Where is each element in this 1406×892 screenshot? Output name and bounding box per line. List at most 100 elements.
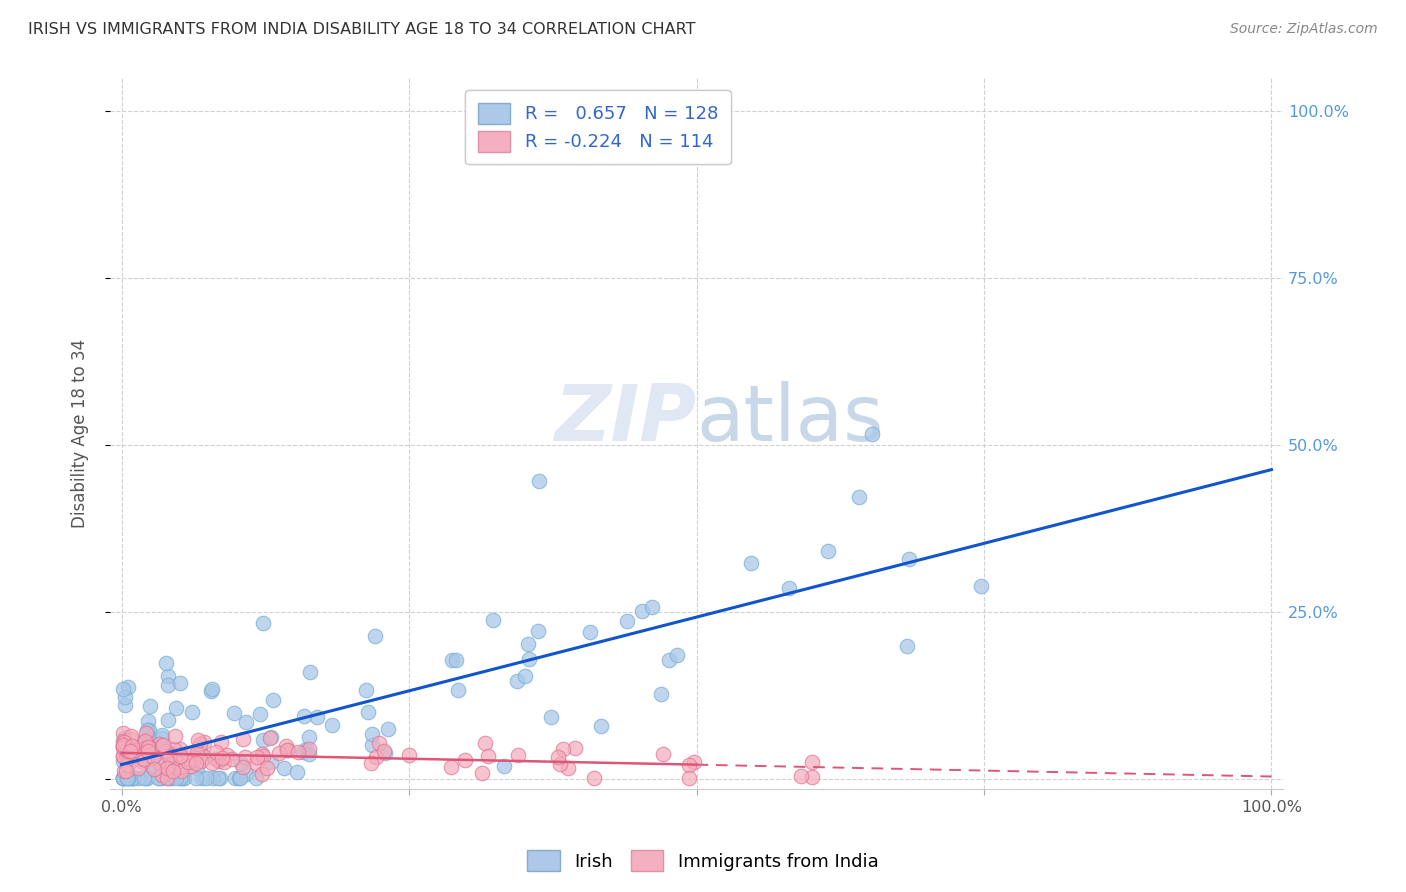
- Point: [149, 758, 172, 772]
- Point: [277, 742, 299, 756]
- Point: [267, 746, 290, 760]
- Point: [292, 745, 315, 759]
- Point: [165, 701, 187, 715]
- Point: [121, 741, 143, 756]
- Point: [259, 731, 281, 745]
- Point: [155, 656, 177, 670]
- Point: [800, 756, 823, 770]
- Point: [245, 756, 267, 770]
- Point: [209, 735, 232, 749]
- Point: [361, 727, 384, 741]
- Point: [112, 764, 135, 779]
- Point: [118, 740, 141, 755]
- Point: [136, 740, 159, 755]
- Point: [111, 772, 134, 786]
- Point: [224, 706, 246, 720]
- Point: [111, 772, 134, 786]
- Point: [165, 772, 187, 786]
- Point: [641, 599, 664, 614]
- Point: [367, 736, 389, 750]
- Point: [260, 731, 283, 745]
- Point: [121, 743, 143, 757]
- Point: [678, 758, 700, 772]
- Point: [778, 581, 800, 595]
- Point: [120, 729, 142, 743]
- Point: [195, 772, 218, 786]
- Point: [156, 772, 179, 786]
- Point: [115, 772, 138, 786]
- Point: [354, 682, 377, 697]
- Point: [169, 676, 191, 690]
- Point: [157, 669, 180, 683]
- Point: [117, 743, 139, 757]
- Point: [800, 770, 823, 784]
- Point: [143, 732, 166, 747]
- Point: [229, 772, 252, 786]
- Point: [131, 742, 153, 756]
- Point: [170, 759, 193, 773]
- Point: [969, 578, 991, 592]
- Point: [115, 744, 138, 758]
- Point: [897, 552, 920, 566]
- Point: [122, 772, 145, 786]
- Point: [184, 751, 207, 765]
- Point: [162, 764, 184, 779]
- Point: [180, 759, 202, 773]
- Point: [294, 741, 316, 756]
- Point: [132, 734, 155, 748]
- Text: atlas: atlas: [696, 381, 884, 457]
- Point: [186, 746, 208, 760]
- Point: [150, 768, 173, 782]
- Point: [170, 772, 193, 786]
- Y-axis label: Disability Age 18 to 34: Disability Age 18 to 34: [72, 339, 89, 528]
- Point: [157, 748, 180, 763]
- Point: [176, 747, 198, 761]
- Point: [173, 772, 195, 786]
- Point: [136, 744, 159, 758]
- Point: [527, 474, 550, 488]
- Point: [398, 747, 420, 762]
- Point: [252, 732, 274, 747]
- Point: [112, 772, 135, 786]
- Point: [156, 772, 179, 786]
- Point: [245, 772, 267, 786]
- Point: [860, 427, 883, 442]
- Point: [152, 738, 174, 752]
- Point: [131, 755, 153, 769]
- Point: [188, 737, 211, 751]
- Text: IRISH VS IMMIGRANTS FROM INDIA DISABILITY AGE 18 TO 34 CORRELATION CHART: IRISH VS IMMIGRANTS FROM INDIA DISABILIT…: [28, 22, 696, 37]
- Point: [112, 731, 135, 745]
- Point: [252, 615, 274, 630]
- Point: [170, 764, 193, 778]
- Point: [246, 750, 269, 764]
- Point: [666, 648, 689, 663]
- Point: [357, 705, 380, 719]
- Point: [363, 629, 385, 643]
- Point: [513, 669, 536, 683]
- Point: [256, 761, 278, 775]
- Point: [652, 747, 675, 761]
- Point: [564, 741, 586, 756]
- Point: [214, 755, 236, 769]
- Point: [298, 742, 321, 756]
- Point: [157, 678, 180, 692]
- Point: [163, 741, 186, 756]
- Point: [138, 752, 160, 766]
- Point: [114, 751, 136, 765]
- Point: [112, 772, 135, 786]
- Point: [492, 759, 515, 773]
- Point: [194, 750, 217, 764]
- Point: [112, 739, 135, 754]
- Point: [682, 755, 704, 769]
- Point: [132, 740, 155, 755]
- Point: [125, 742, 148, 756]
- Point: [658, 652, 681, 666]
- Point: [115, 744, 138, 758]
- Point: [180, 705, 202, 719]
- Point: [321, 718, 343, 732]
- Point: [205, 745, 228, 759]
- Point: [579, 625, 602, 640]
- Point: [202, 772, 225, 786]
- Point: [298, 665, 321, 679]
- Point: [135, 772, 157, 786]
